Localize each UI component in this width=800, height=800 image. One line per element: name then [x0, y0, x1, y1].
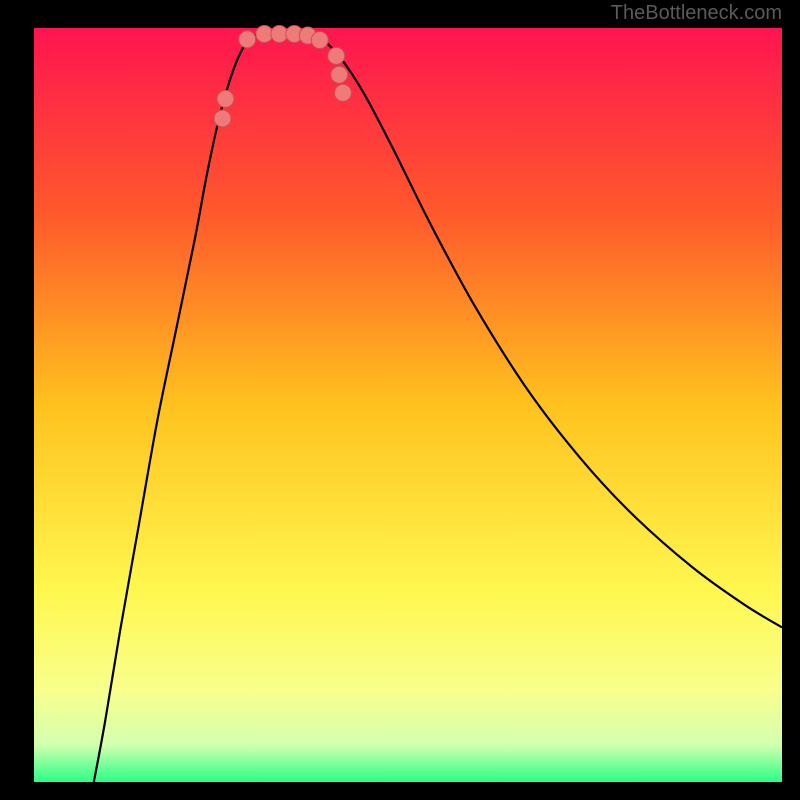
chart-plot-area [34, 28, 782, 782]
watermark-text: TheBottleneck.com [611, 2, 782, 25]
